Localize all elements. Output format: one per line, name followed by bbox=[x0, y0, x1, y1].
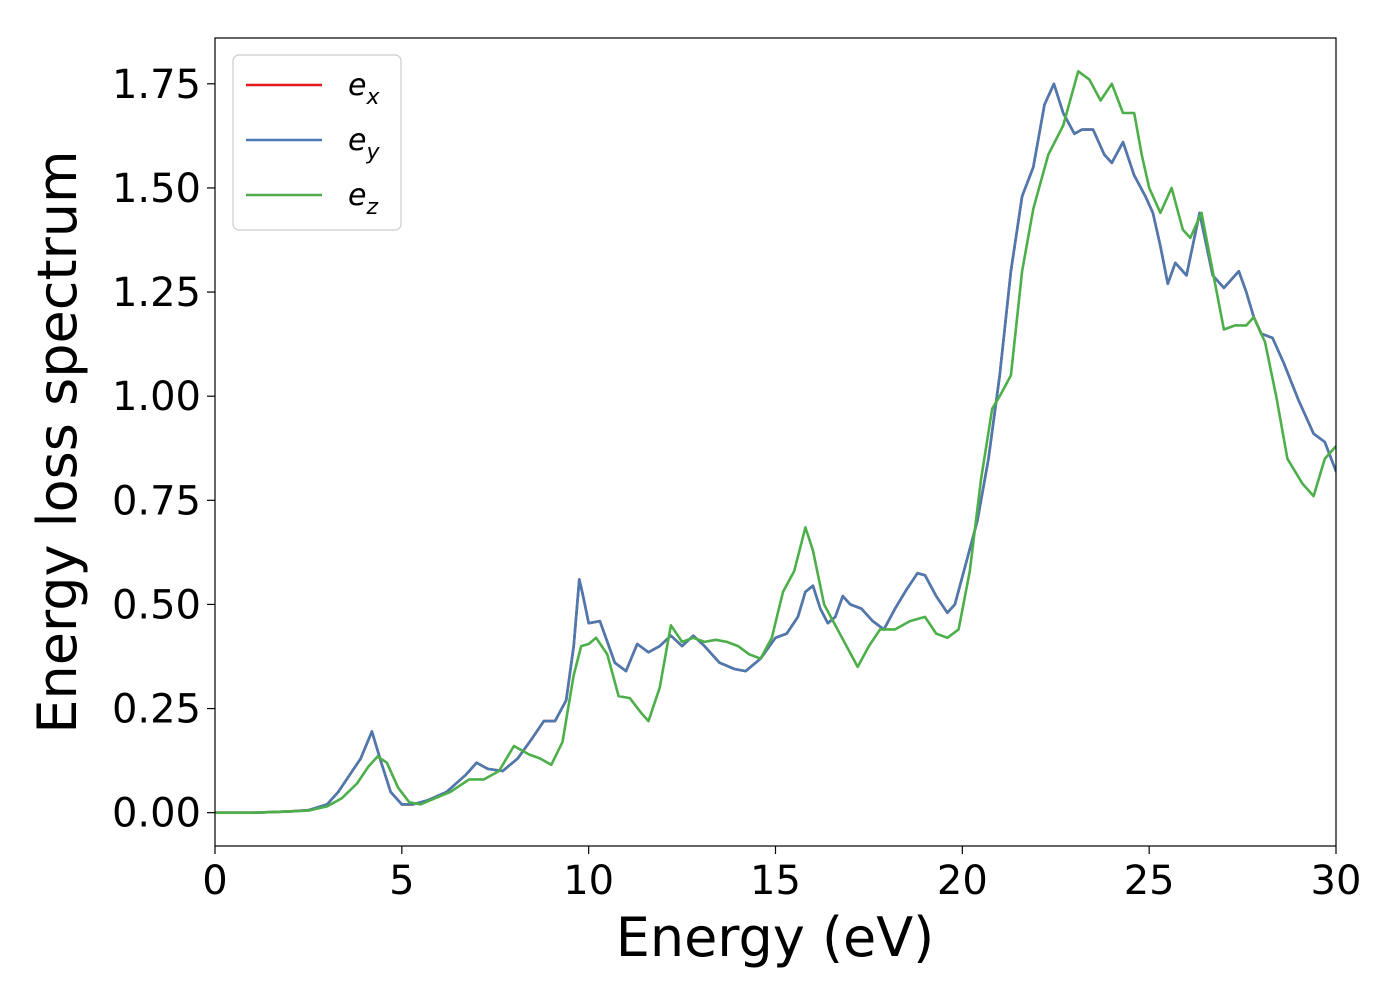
y-tick-label: 1.00 bbox=[112, 374, 201, 420]
y-axis-title: Energy loss spectrum bbox=[26, 150, 89, 733]
x-axis: 0 5 10 15 20 25 30 bbox=[202, 846, 1361, 904]
y-tick-label: 1.75 bbox=[112, 62, 201, 108]
legend-label-e-z: ez bbox=[348, 178, 378, 220]
plot-background bbox=[215, 38, 1336, 846]
legend-box bbox=[232, 54, 402, 231]
legend-label-subscript: z bbox=[365, 195, 378, 220]
y-tick-label: 0.25 bbox=[112, 687, 201, 733]
y-tick-label: 0.00 bbox=[112, 791, 201, 837]
legend-label-e-x: ex bbox=[348, 68, 380, 110]
y-tick-label: 1.25 bbox=[112, 270, 201, 316]
legend-label-subscript: y bbox=[365, 140, 380, 165]
x-tick-label: 20 bbox=[937, 858, 988, 904]
legend-label-base: e bbox=[348, 68, 366, 103]
x-axis-title: Energy (eV) bbox=[616, 906, 935, 969]
x-tick-label: 25 bbox=[1124, 858, 1175, 904]
legend-label-base: e bbox=[348, 178, 366, 213]
series-line-e-z bbox=[215, 70, 1336, 815]
y-tick-label: 1.50 bbox=[112, 166, 201, 212]
legend-label-subscript: x bbox=[365, 85, 380, 110]
legend-label-base: e bbox=[348, 123, 366, 158]
y-tick-label: 0.75 bbox=[112, 478, 201, 524]
legend-label-e-y: ey bbox=[348, 123, 380, 165]
y-axis: 0.00 0.25 0.50 0.75 1.00 1.25 1.50 1.75 bbox=[112, 62, 215, 837]
series-layer bbox=[215, 70, 1336, 815]
x-tick-label: 30 bbox=[1311, 858, 1362, 904]
y-tick-label: 0.50 bbox=[112, 582, 201, 628]
x-tick-label: 10 bbox=[563, 858, 614, 904]
x-tick-label: 5 bbox=[389, 858, 414, 904]
x-tick-label: 0 bbox=[202, 858, 227, 904]
x-tick-label: 15 bbox=[750, 858, 801, 904]
